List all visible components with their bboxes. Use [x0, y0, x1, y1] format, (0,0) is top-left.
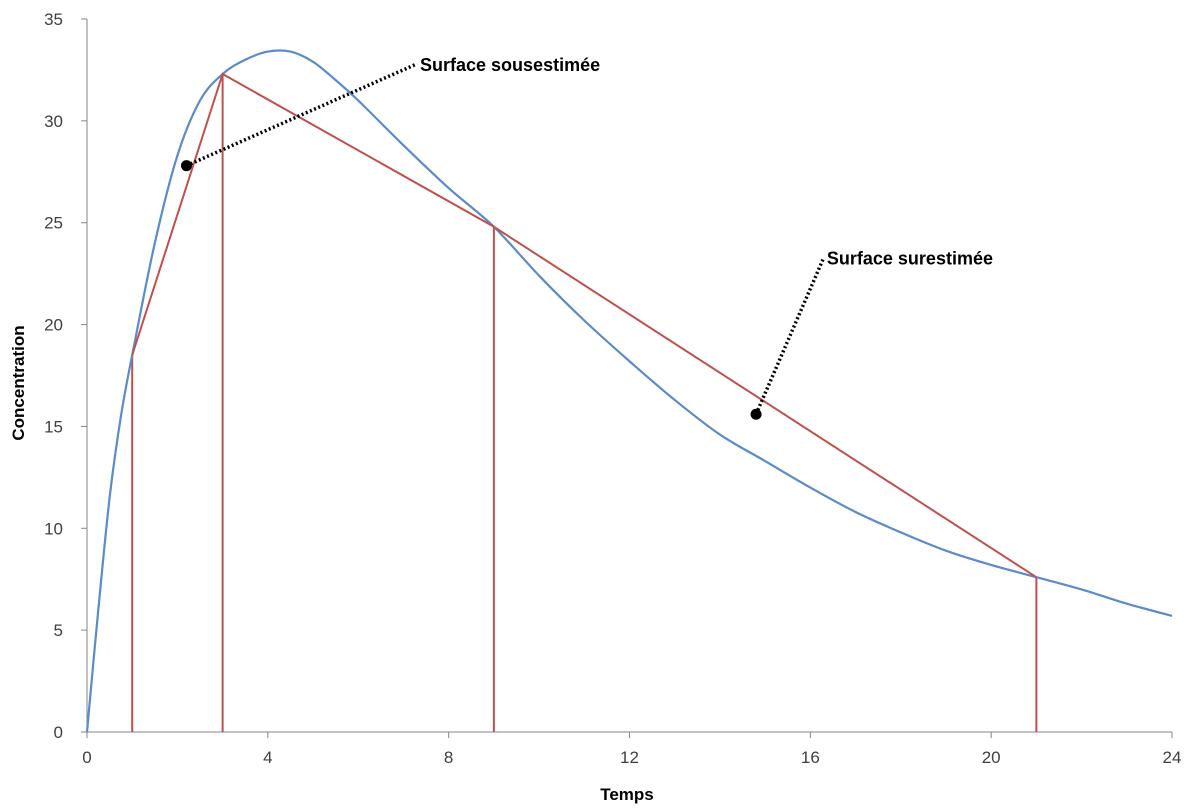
y-axis-title: Concentration [9, 325, 28, 440]
y-tick-label: 10 [44, 519, 63, 538]
annotation-dot [180, 160, 192, 172]
y-tick-label: 30 [44, 112, 63, 131]
annotation-dot [750, 408, 762, 420]
y-tick-label: 25 [44, 214, 63, 233]
concentration-curve [85, 49, 1173, 733]
x-tick-label: 12 [620, 748, 639, 767]
x-tick-label: 16 [801, 748, 820, 767]
tick-labels: 0 5 10 15 20 25 30 35 0 4 8 12 16 20 24 [44, 10, 1181, 767]
axes [81, 18, 1173, 738]
x-tick-label: 8 [444, 748, 453, 767]
annotation-overestimated-label: Surface surestimée [827, 248, 993, 268]
y-tick-label: 35 [44, 10, 63, 29]
annotation-underestimated-label: Surface sousestimée [420, 55, 600, 75]
series-layer [85, 49, 1173, 733]
annotation-leader-line [185, 62, 418, 168]
x-tick-label: 0 [82, 748, 91, 767]
y-tick-label: 15 [44, 417, 63, 436]
y-tick-label: 0 [54, 723, 63, 742]
x-tick-label: 24 [1163, 748, 1182, 767]
annotation-leader-line [754, 256, 826, 415]
y-tick-label: 5 [54, 621, 63, 640]
x-tick-label: 20 [982, 748, 1001, 767]
annotations-layer: Surface sousestimée Surface surestimée [180, 55, 993, 420]
y-tick-label: 20 [44, 316, 63, 335]
trapezoid-line [131, 72, 1037, 579]
x-tick-label: 4 [263, 748, 272, 767]
x-axis-title: Temps [600, 785, 654, 804]
